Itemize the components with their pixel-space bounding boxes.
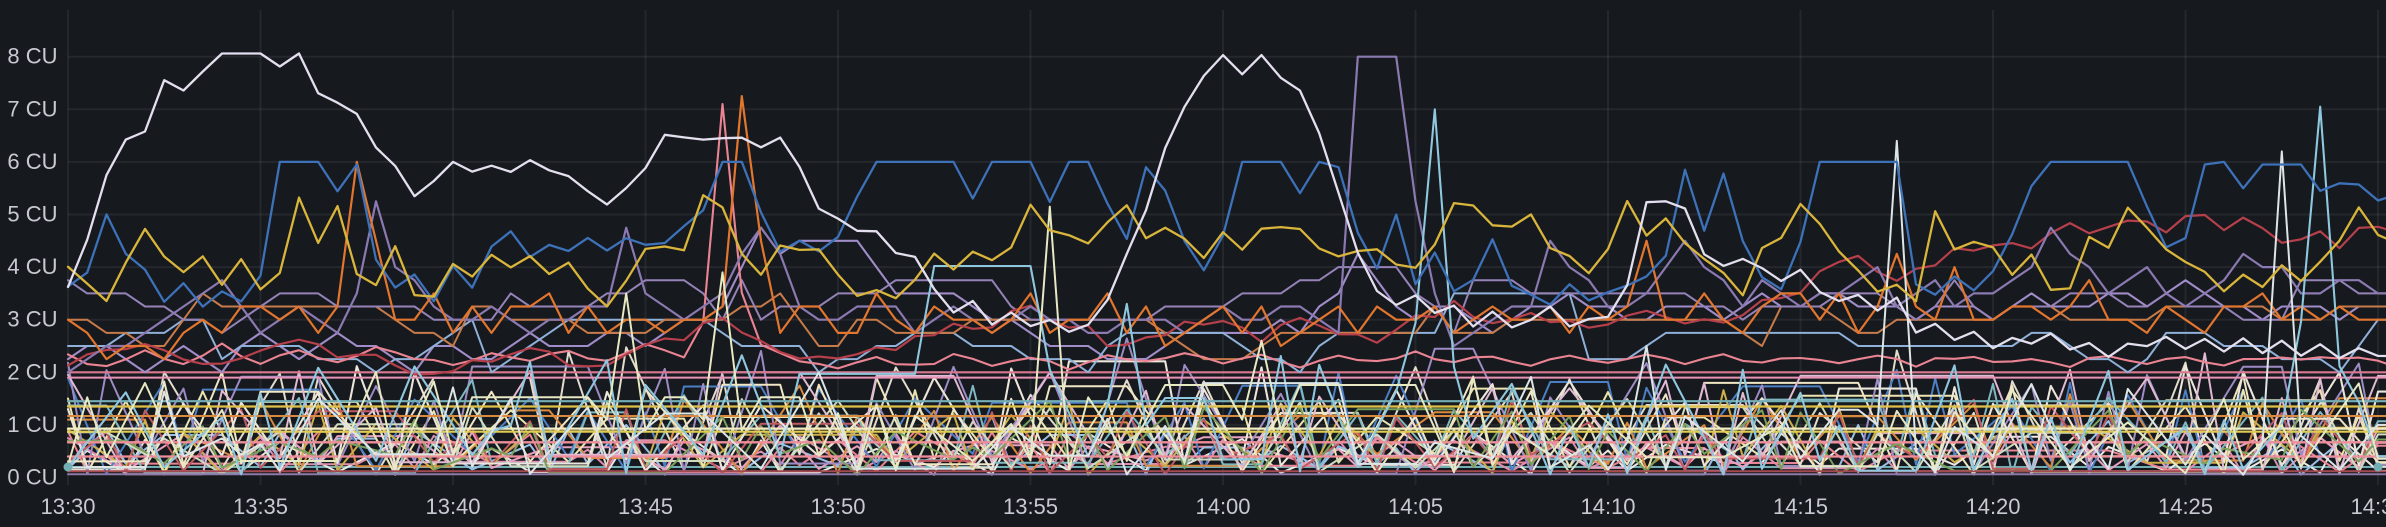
svg-text:13:30: 13:30 [40, 494, 95, 519]
svg-text:14:30: 14:30 [2350, 494, 2386, 519]
svg-text:13:40: 13:40 [425, 494, 480, 519]
svg-text:13:55: 13:55 [1003, 494, 1058, 519]
svg-text:14:10: 14:10 [1580, 494, 1635, 519]
svg-text:14:20: 14:20 [1965, 494, 2020, 519]
svg-text:13:50: 13:50 [810, 494, 865, 519]
svg-text:2 CU: 2 CU [7, 359, 57, 384]
svg-text:13:35: 13:35 [233, 494, 288, 519]
svg-text:4 CU: 4 CU [7, 254, 57, 279]
svg-text:14:00: 14:00 [1195, 494, 1250, 519]
svg-text:14:15: 14:15 [1773, 494, 1828, 519]
svg-text:3 CU: 3 CU [7, 307, 57, 332]
svg-text:13:45: 13:45 [618, 494, 673, 519]
svg-text:8 CU: 8 CU [7, 44, 57, 69]
svg-text:1 CU: 1 CU [7, 412, 57, 437]
svg-text:14:25: 14:25 [2158, 494, 2213, 519]
svg-text:6 CU: 6 CU [7, 149, 57, 174]
svg-text:7 CU: 7 CU [7, 96, 57, 121]
svg-text:5 CU: 5 CU [7, 202, 57, 227]
svg-text:0 CU: 0 CU [7, 465, 57, 490]
svg-text:14:05: 14:05 [1388, 494, 1443, 519]
